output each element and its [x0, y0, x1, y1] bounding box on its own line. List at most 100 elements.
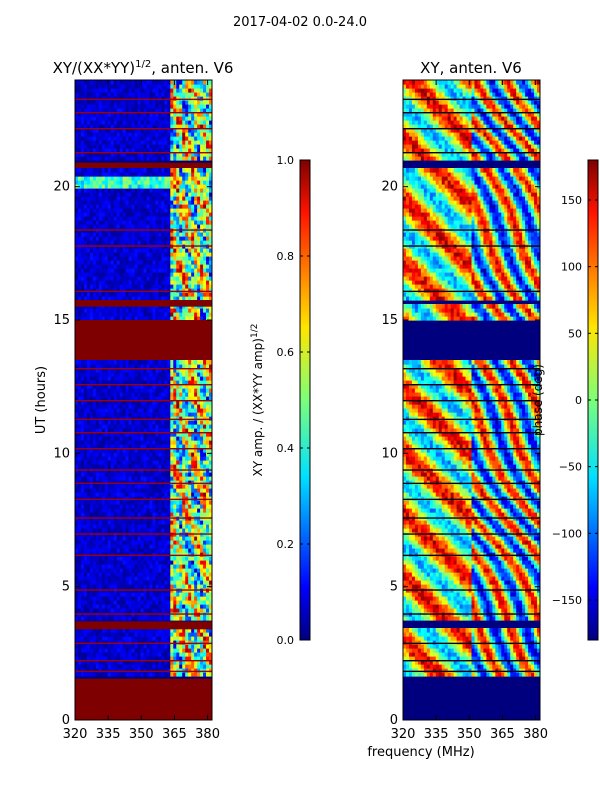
amp-cell — [179, 384, 183, 389]
amp-cell — [158, 212, 162, 217]
amp-cell — [203, 372, 207, 377]
amp-cell — [95, 560, 100, 565]
amp-cell — [75, 592, 79, 597]
amp-cell — [191, 280, 195, 285]
amp-cell — [92, 240, 97, 245]
amp-cell — [164, 552, 168, 557]
amp-cell — [83, 492, 88, 497]
amp-cell — [128, 216, 133, 221]
amp-cell — [83, 420, 88, 425]
amp-cell — [89, 584, 94, 589]
amp-cell — [185, 564, 189, 569]
amp-cell — [206, 248, 210, 253]
amp-cell — [80, 472, 85, 477]
amp-cell — [155, 212, 159, 217]
amp-cell — [182, 464, 186, 469]
amp-cell — [89, 600, 94, 605]
amp-cell — [167, 212, 171, 217]
amp-cell — [131, 672, 136, 677]
amp-cell — [164, 296, 168, 301]
amp-cell — [95, 288, 100, 293]
amp-cell — [158, 200, 162, 205]
amp-cell — [152, 220, 157, 225]
amp-cell — [152, 368, 157, 373]
amp-cell — [194, 572, 198, 577]
amp-cell — [101, 656, 106, 661]
amp-cell — [122, 420, 127, 425]
amp-cell — [83, 560, 88, 565]
amp-cell — [161, 580, 165, 585]
amp-cell — [77, 632, 82, 637]
amp-cell — [80, 388, 85, 393]
amp-cell — [176, 576, 180, 581]
amp-cell — [161, 648, 165, 653]
amp-cell — [80, 288, 85, 293]
amp-cell — [95, 192, 100, 197]
amp-cell — [116, 512, 121, 517]
amp-cell — [185, 384, 189, 389]
amp-cell — [191, 568, 195, 573]
amp-cell — [80, 484, 85, 489]
amp-cell — [75, 272, 79, 277]
amp-cell — [200, 248, 204, 253]
amp-cell — [188, 416, 192, 421]
amp-cell — [161, 560, 165, 565]
amp-cell — [182, 204, 186, 209]
amp-cell — [206, 512, 210, 517]
amp-cell — [137, 524, 142, 529]
amp-cell — [101, 536, 106, 541]
amp-cell — [86, 548, 91, 553]
amp-cell — [83, 380, 88, 385]
amp-cell — [197, 564, 201, 569]
amp-cell — [92, 444, 97, 449]
amp-cell — [95, 632, 100, 637]
amp-cell — [122, 572, 127, 577]
amp-cell — [143, 640, 148, 645]
amp-cell — [131, 564, 136, 569]
amp-cell — [140, 192, 145, 197]
amp-cell — [95, 216, 100, 221]
amp-cell — [86, 672, 91, 677]
amp-cell — [122, 272, 127, 277]
amp-cell — [152, 404, 157, 409]
amp-cell — [182, 400, 186, 405]
amp-cell — [131, 576, 136, 581]
amp-cell — [89, 216, 94, 221]
amp-cell — [122, 360, 127, 365]
amp-cell — [95, 548, 100, 553]
amp-cell — [140, 260, 145, 265]
amp-cell — [152, 400, 157, 405]
amp-cell — [95, 592, 100, 597]
amp-cell — [128, 616, 133, 621]
amp-cell — [83, 404, 88, 409]
amp-cell — [191, 556, 195, 561]
amp-cell — [209, 208, 212, 213]
amp-cell — [86, 312, 91, 317]
amp-cell — [155, 260, 159, 265]
amp-cell — [194, 412, 198, 417]
amp-cell — [173, 396, 177, 401]
amp-cell — [89, 556, 94, 561]
amp-cell — [77, 572, 82, 577]
amp-cell — [119, 196, 124, 201]
amp-cell — [98, 372, 103, 377]
amp-cell — [75, 264, 79, 269]
amp-cell — [113, 584, 118, 589]
amp-cell — [75, 416, 79, 421]
amp-cell — [203, 376, 207, 381]
amp-cell — [143, 388, 148, 393]
amp-cell — [83, 592, 88, 597]
amp-cell — [194, 212, 198, 217]
amp-cell — [122, 408, 127, 413]
amp-cell — [113, 596, 118, 601]
amp-cell — [119, 396, 124, 401]
amp-cell — [197, 396, 201, 401]
amp-cell — [209, 360, 212, 365]
amp-cell — [167, 604, 171, 609]
amp-cell — [182, 652, 186, 657]
amp-cell — [203, 592, 207, 597]
amp-cell — [119, 388, 124, 393]
amp-cell — [176, 528, 180, 533]
amp-cell — [146, 568, 151, 573]
amp-cell — [188, 192, 192, 197]
